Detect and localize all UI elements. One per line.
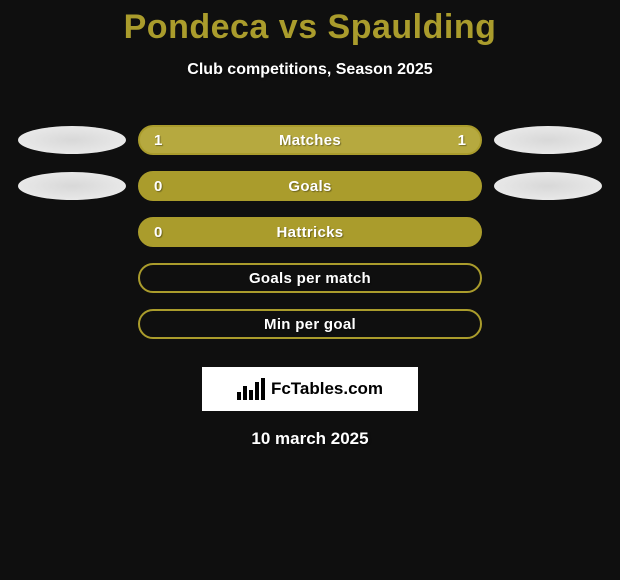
stat-row: Min per goal xyxy=(0,301,620,347)
stat-row: Goals per match xyxy=(0,255,620,301)
stat-bar: 0 Goals xyxy=(138,171,482,201)
stat-bar: Min per goal xyxy=(138,309,482,339)
right-oval-icon xyxy=(494,126,602,154)
stat-bar: Goals per match xyxy=(138,263,482,293)
stat-label: Goals per match xyxy=(249,270,371,287)
chart-icon xyxy=(237,378,265,400)
stat-rows: 1 Matches 1 0 Goals 0 Hattricks Goals per match… xyxy=(0,117,620,347)
stat-label: Min per goal xyxy=(264,316,356,333)
stat-bar: 0 Hattricks xyxy=(138,217,482,247)
date-label: 10 march 2025 xyxy=(0,429,620,449)
site-logo: FcTables.com xyxy=(202,367,418,411)
stat-value-left: 0 xyxy=(154,224,162,241)
logo-text: FcTables.com xyxy=(271,379,383,399)
stat-row: 0 Goals xyxy=(0,163,620,209)
right-oval-icon xyxy=(494,172,602,200)
left-oval-icon xyxy=(18,126,126,154)
stat-label: Matches xyxy=(279,132,341,149)
page-title: Pondeca vs Spaulding xyxy=(0,0,620,47)
stat-bar: 1 Matches 1 xyxy=(138,125,482,155)
stat-value-left: 0 xyxy=(154,178,162,195)
stat-label: Goals xyxy=(288,178,331,195)
stat-value-right: 1 xyxy=(458,132,466,149)
stat-label: Hattricks xyxy=(277,224,344,241)
stat-row: 1 Matches 1 xyxy=(0,117,620,163)
infographic-root: Pondeca vs Spaulding Club competitions, … xyxy=(0,0,620,580)
left-oval-icon xyxy=(18,172,126,200)
subtitle: Club competitions, Season 2025 xyxy=(0,61,620,79)
stat-value-left: 1 xyxy=(154,132,162,149)
stat-row: 0 Hattricks xyxy=(0,209,620,255)
